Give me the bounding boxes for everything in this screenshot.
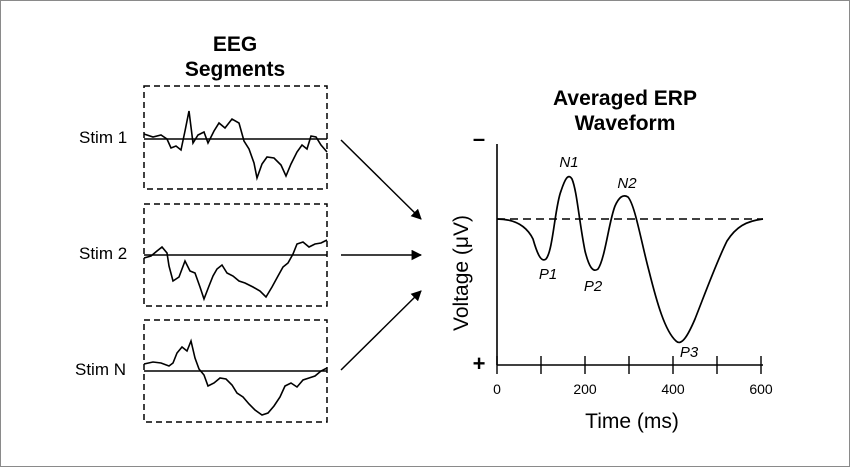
erp-title-line2: Waveform bbox=[575, 112, 676, 135]
peak-label-n1: N1 bbox=[559, 154, 578, 171]
stim-2-label: Stim 2 bbox=[79, 244, 127, 263]
stim-n-label: Stim N bbox=[75, 360, 126, 379]
erp-title-line1: Averaged ERP bbox=[553, 87, 697, 110]
x-tick-label-400: 400 bbox=[661, 381, 685, 397]
y-axis-label: Voltage (μV) bbox=[450, 215, 473, 331]
stim-1-label: Stim 1 bbox=[79, 128, 127, 147]
x-tick-label-0: 0 bbox=[493, 381, 501, 397]
peak-label-n2: N2 bbox=[617, 175, 637, 192]
peak-label-p3: P3 bbox=[680, 344, 699, 361]
peak-label-p2: P2 bbox=[584, 278, 603, 295]
x-axis-label: Time (ms) bbox=[585, 410, 679, 433]
eeg-segment-1-trace bbox=[143, 110, 328, 181]
x-tick-label-600: 600 bbox=[749, 381, 773, 397]
y-axis-positive-sign: + bbox=[473, 351, 486, 376]
erp-waveform bbox=[496, 175, 764, 344]
eeg-title-line1: EEG bbox=[213, 33, 257, 56]
arrow-stim-n bbox=[340, 290, 422, 371]
peak-label-p1: P1 bbox=[539, 266, 557, 283]
eeg-title-line2: Segments bbox=[185, 58, 285, 81]
arrow-stim-1 bbox=[340, 139, 422, 220]
eeg-segment-n-trace bbox=[143, 338, 328, 416]
eeg-segment-1-box bbox=[143, 85, 328, 190]
y-axis-negative-sign: – bbox=[473, 126, 485, 151]
x-tick-label-200: 200 bbox=[573, 381, 597, 397]
eeg-segment-2-trace bbox=[143, 239, 328, 302]
